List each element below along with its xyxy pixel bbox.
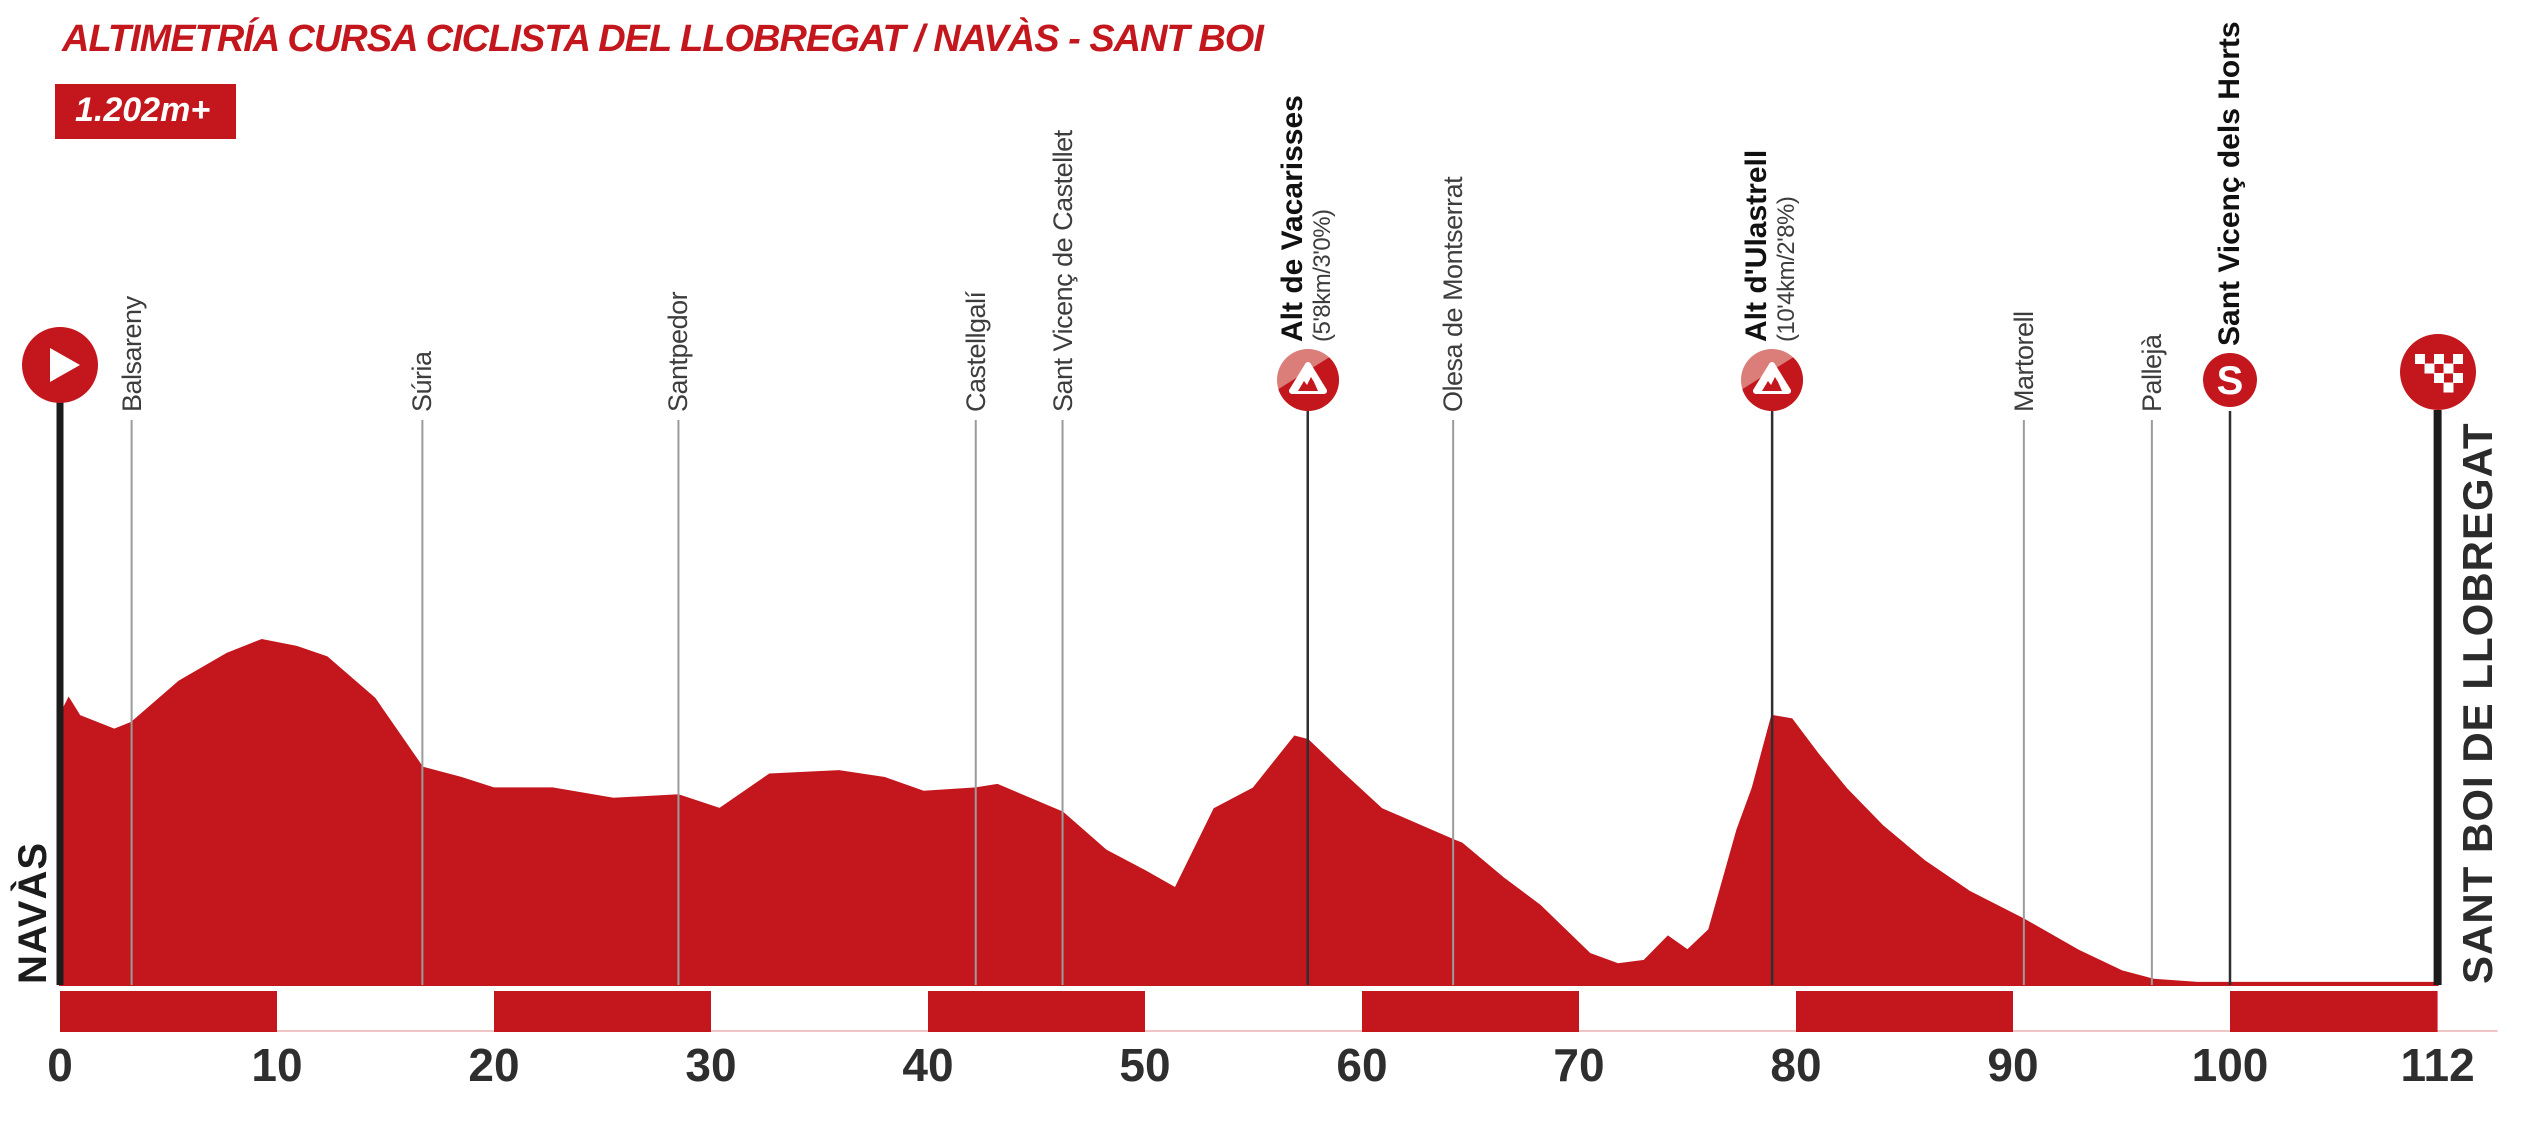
elevation-gain-badge: 1.202m+ [55,84,237,139]
axis-tick-label: 112 [2400,1039,2475,1091]
sprint-icon: S [2203,353,2257,407]
axis-tick-label: 10 [251,1039,303,1091]
axis-tick-label: 40 [902,1039,954,1091]
sprint-label: Sant Vicenç dels Horts [2213,21,2246,346]
axis-tick-label: 30 [685,1039,737,1091]
axis-bar-segment [1362,991,1579,1032]
town-label: Olesa de Montserrat [1438,176,1469,412]
town-label: Santpedor [663,291,694,412]
town-label: Sant Vicenç de Castellet [1047,130,1078,412]
axis-tick-label: 0 [47,1039,73,1091]
climb-label: Alt d'Ulastrell (10'4km/2'8%) [1740,149,1801,342]
page-title: ALTIMETRÍA CURSA CICLISTA DEL LLOBREGAT … [62,18,1264,60]
town-label: Balsareny [116,296,147,412]
finish-icon [2399,334,2476,410]
axis-bar-segment [60,991,277,1032]
axis-tick-label: 50 [1119,1039,1171,1091]
axis-baseline-faint [60,1030,2498,1032]
axis-tick-label: 90 [1987,1039,2039,1091]
finish-town-label: SANT BOI DE LLOBREGAT [2453,422,2501,984]
axis-bar-segment [1796,991,2013,1032]
axis-tick-label: 70 [1553,1039,1605,1091]
town-label: Castellgalí [960,291,991,412]
axis-tick-label: 100 [2191,1039,2269,1091]
axis-tick-label: 60 [1336,1039,1388,1091]
axis-bar-segment [928,991,1145,1032]
start-icon [22,327,98,403]
axis-tick-label: 20 [468,1039,520,1091]
climb-detail: (10'4km/2'8%) [1773,196,1801,342]
start-town-label: NAVÀS [11,841,55,984]
town-label: Martorell [2008,311,2039,412]
climb-name: Alt de Vacarisses [1275,95,1309,342]
climb-name: Alt d'Ulastrell [1740,149,1774,342]
climb-icon [1276,349,1339,411]
axis-bar-segment [494,991,711,1032]
climb-icon [1741,349,1804,411]
town-label: Pallejà [2136,334,2167,412]
climb-label: Alt de Vacarisses (5'8km/3'0%) [1275,95,1336,342]
axis-bar-segment [2230,991,2438,1032]
town-label: Súria [407,351,438,412]
axis-tick-label: 80 [1770,1039,1822,1091]
climb-detail: (5'8km/3'0%) [1308,209,1336,342]
elevation-profile-area [59,638,2439,986]
svg-text:S: S [2217,359,2244,403]
